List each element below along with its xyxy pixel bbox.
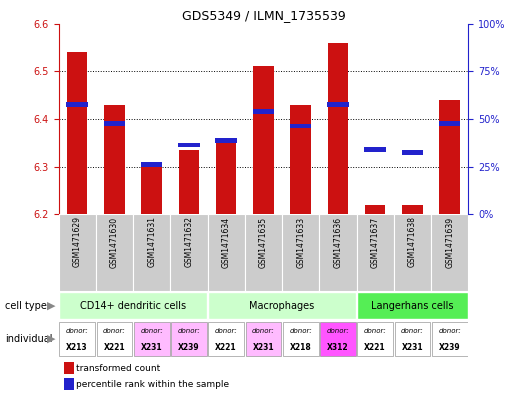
Bar: [439, 121, 461, 126]
Text: donor:: donor:: [327, 328, 349, 334]
Text: donor:: donor:: [140, 328, 163, 334]
Bar: [66, 102, 88, 107]
Text: transformed count: transformed count: [76, 364, 161, 373]
Text: X239: X239: [439, 343, 461, 352]
Text: GSM1471630: GSM1471630: [110, 217, 119, 268]
Bar: [245, 322, 281, 356]
Text: Macrophages: Macrophages: [249, 301, 315, 310]
Text: percentile rank within the sample: percentile rank within the sample: [76, 380, 230, 389]
Text: cell type: cell type: [5, 301, 47, 310]
Bar: [402, 205, 422, 214]
Bar: [59, 214, 96, 291]
Text: X239: X239: [178, 343, 200, 352]
Bar: [104, 121, 125, 126]
Bar: [141, 162, 162, 167]
Text: GSM1471636: GSM1471636: [333, 217, 343, 268]
Text: GSM1471637: GSM1471637: [371, 217, 380, 268]
Bar: [439, 100, 460, 214]
Text: GSM1471638: GSM1471638: [408, 217, 417, 268]
Bar: [253, 66, 274, 214]
Bar: [171, 214, 208, 291]
Text: individual: individual: [5, 334, 52, 344]
Text: donor:: donor:: [252, 328, 275, 334]
Bar: [245, 214, 282, 291]
Bar: [364, 147, 386, 152]
Text: GSM1471639: GSM1471639: [445, 217, 454, 268]
Text: ▶: ▶: [47, 301, 56, 310]
Text: donor:: donor:: [66, 328, 89, 334]
Bar: [402, 150, 423, 154]
Bar: [208, 292, 356, 319]
Bar: [215, 138, 237, 143]
Bar: [96, 214, 133, 291]
Bar: [291, 105, 311, 214]
Bar: [283, 322, 319, 356]
Text: X231: X231: [402, 343, 423, 352]
Text: GSM1471635: GSM1471635: [259, 217, 268, 268]
Text: Langerhans cells: Langerhans cells: [371, 301, 454, 310]
Bar: [178, 143, 200, 147]
Text: GSM1471633: GSM1471633: [296, 217, 305, 268]
Bar: [394, 322, 430, 356]
Text: donor:: donor:: [364, 328, 386, 334]
Text: GSM1471634: GSM1471634: [221, 217, 231, 268]
Bar: [97, 322, 132, 356]
Bar: [290, 124, 312, 129]
Text: donor:: donor:: [401, 328, 424, 334]
Bar: [320, 322, 356, 356]
Bar: [59, 322, 95, 356]
Text: X221: X221: [104, 343, 125, 352]
Text: donor:: donor:: [438, 328, 461, 334]
Text: GSM1471631: GSM1471631: [147, 217, 156, 268]
Bar: [208, 214, 245, 291]
Text: X218: X218: [290, 343, 312, 352]
Bar: [319, 214, 356, 291]
Bar: [327, 102, 349, 107]
Bar: [365, 205, 385, 214]
Text: donor:: donor:: [289, 328, 312, 334]
Text: CD14+ dendritic cells: CD14+ dendritic cells: [80, 301, 186, 310]
Title: GDS5349 / ILMN_1735539: GDS5349 / ILMN_1735539: [182, 9, 345, 22]
Bar: [142, 167, 162, 214]
Bar: [282, 214, 319, 291]
Bar: [133, 214, 171, 291]
Text: donor:: donor:: [215, 328, 238, 334]
Bar: [179, 150, 199, 214]
Text: GSM1471632: GSM1471632: [184, 217, 193, 268]
Bar: [252, 109, 274, 114]
Text: X221: X221: [364, 343, 386, 352]
Bar: [432, 322, 468, 356]
Text: X231: X231: [252, 343, 274, 352]
Bar: [431, 214, 468, 291]
Text: donor:: donor:: [178, 328, 200, 334]
Text: ▶: ▶: [47, 334, 56, 344]
Bar: [394, 214, 431, 291]
Bar: [59, 292, 207, 319]
Text: X221: X221: [215, 343, 237, 352]
Bar: [208, 322, 244, 356]
Bar: [104, 105, 125, 214]
Bar: [328, 42, 348, 214]
Text: GSM1471629: GSM1471629: [73, 217, 81, 268]
Bar: [216, 138, 236, 214]
Bar: [356, 214, 394, 291]
Text: X312: X312: [327, 343, 349, 352]
Bar: [134, 322, 169, 356]
Bar: [171, 322, 207, 356]
Text: donor:: donor:: [103, 328, 126, 334]
Bar: [357, 322, 393, 356]
Bar: [357, 292, 468, 319]
Text: X213: X213: [66, 343, 88, 352]
Bar: [67, 52, 88, 214]
Text: X231: X231: [141, 343, 162, 352]
